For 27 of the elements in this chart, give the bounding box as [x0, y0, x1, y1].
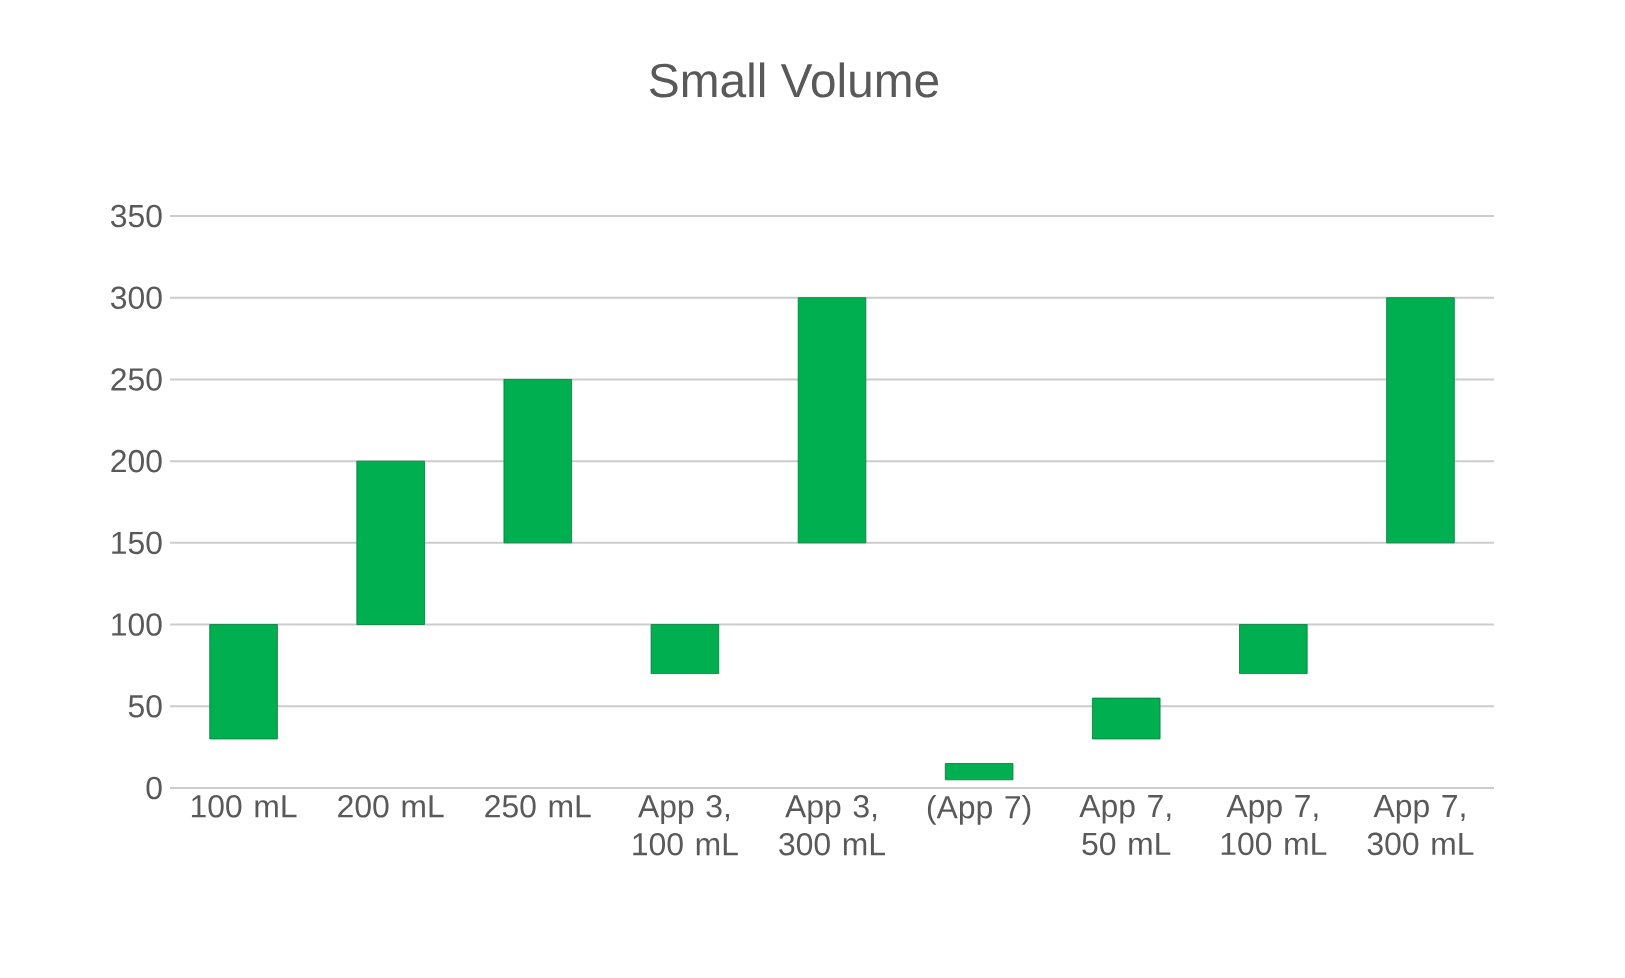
bar — [944, 763, 1014, 781]
x-tick-label: App 7, 100 mL — [1221, 795, 1327, 856]
bar — [1092, 697, 1161, 740]
bar — [209, 624, 278, 740]
bar — [1239, 624, 1308, 674]
bar — [1386, 297, 1455, 544]
bar — [797, 297, 867, 544]
x-tick-label: 100 mL — [191, 795, 297, 818]
y-tick-label: 0 — [146, 776, 162, 800]
x-tick-label: App 7, 300 mL — [1367, 795, 1474, 856]
y-tick-label: 350 — [110, 204, 162, 228]
y-tick-label: 150 — [112, 531, 162, 555]
x-tick-label: 250 mL — [485, 795, 591, 818]
bar — [650, 624, 720, 674]
x-tick-label: App 3, 300 mL — [779, 795, 885, 856]
x-tick-label: App 7, 50 mL — [1079, 795, 1171, 856]
y-tick-label: 50 — [128, 695, 162, 718]
y-tick-label: 300 — [110, 286, 162, 309]
x-tick-label: 200 mL — [338, 795, 444, 818]
bar — [356, 460, 425, 625]
bar — [503, 379, 573, 544]
x-tick-label: App 3, 100 mL — [633, 795, 738, 856]
x-tick-label: (App 7) — [927, 795, 1031, 825]
y-tick-label: 200 — [111, 449, 162, 473]
chart-title: Small Volume — [649, 62, 939, 98]
y-tick-label: 100 — [112, 613, 162, 636]
y-tick-label: 250 — [111, 368, 162, 391]
